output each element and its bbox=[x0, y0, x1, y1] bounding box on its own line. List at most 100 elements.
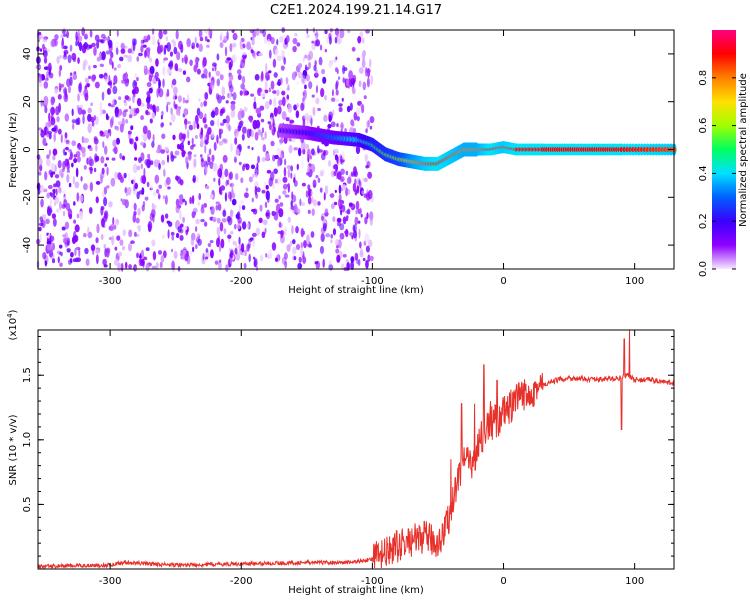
heatmap-cell bbox=[140, 163, 144, 170]
heatmap-cell bbox=[252, 208, 258, 215]
heatmap-cell bbox=[321, 68, 326, 75]
heatmap-cell bbox=[93, 115, 97, 121]
heatmap-cell bbox=[78, 248, 81, 258]
heatmap-cell bbox=[134, 143, 137, 151]
heatmap-cell bbox=[241, 75, 246, 85]
heatmap-cell bbox=[79, 210, 84, 220]
heatmap-cell bbox=[215, 204, 219, 211]
heatmap-cell bbox=[306, 148, 311, 159]
heatmap-cell bbox=[279, 202, 284, 207]
heatmap-cell bbox=[207, 156, 211, 163]
heatmap-cell bbox=[135, 107, 140, 114]
heatmap-cell bbox=[312, 106, 316, 116]
heatmap-cell bbox=[194, 36, 197, 45]
heatmap-cell bbox=[185, 76, 191, 83]
heatmap-cell bbox=[123, 54, 129, 58]
heatmap-cell bbox=[265, 62, 268, 73]
heatmap-cell bbox=[228, 92, 232, 99]
heatmap-cell bbox=[108, 57, 113, 66]
heatmap-cell bbox=[333, 201, 338, 206]
heatmap-cell bbox=[304, 54, 308, 59]
snr-chart: -300 -200 -100 0 100 0.5 1.0 1.5 Height of str… bbox=[6, 309, 675, 596]
heatmap-cell bbox=[44, 171, 48, 181]
heatmap-cell bbox=[307, 184, 311, 191]
heatmap-cell bbox=[95, 144, 98, 152]
heatmap-cell bbox=[226, 30, 229, 41]
heatmap-cell bbox=[73, 158, 78, 164]
heatmap-cell bbox=[295, 226, 299, 234]
heatmap-cell bbox=[261, 127, 265, 134]
heatmap-cell bbox=[254, 73, 260, 81]
heatmap-cell bbox=[301, 159, 304, 170]
heatmap-cell bbox=[281, 90, 286, 96]
heatmap-cell bbox=[87, 107, 92, 114]
heatmap-cell bbox=[184, 99, 189, 104]
heatmap-cell bbox=[124, 77, 129, 87]
heatmap-cell bbox=[206, 130, 210, 141]
heatmap-cell bbox=[354, 189, 358, 196]
heatmap-cell bbox=[352, 230, 357, 239]
heatmap-cell bbox=[132, 41, 136, 52]
heatmap-cell bbox=[355, 107, 361, 116]
heatmap-cell bbox=[156, 88, 159, 98]
heatmap-cell bbox=[297, 147, 302, 157]
heatmap-cell bbox=[134, 182, 139, 190]
heatmap-cell bbox=[103, 243, 107, 249]
heatmap-cell bbox=[180, 43, 184, 54]
heatmap-cell bbox=[332, 216, 336, 223]
heatmap-cell bbox=[194, 226, 198, 232]
heatmap-cell bbox=[350, 77, 356, 85]
heatmap-cell bbox=[231, 42, 237, 48]
heatmap-cell bbox=[119, 123, 124, 133]
heatmap-cell bbox=[370, 75, 374, 86]
heatmap-cell bbox=[220, 32, 224, 37]
heatmap-cell bbox=[200, 154, 203, 158]
heatmap-cell bbox=[233, 53, 238, 62]
heatmap-cell bbox=[364, 216, 368, 225]
y-tick-label: 0 bbox=[22, 146, 33, 152]
heatmap-cell bbox=[151, 140, 155, 148]
heatmap-cell bbox=[293, 104, 298, 111]
heatmap-cell bbox=[55, 105, 60, 116]
heatmap-cell bbox=[56, 56, 60, 64]
heatmap-cell bbox=[95, 254, 99, 265]
heatmap-cell bbox=[291, 194, 297, 203]
heatmap-cell bbox=[322, 222, 327, 232]
heatmap-cell bbox=[262, 93, 266, 98]
heatmap-cell bbox=[198, 192, 202, 201]
heatmap-cell bbox=[77, 93, 80, 102]
heatmap-cell bbox=[257, 129, 262, 136]
heatmap-cell bbox=[336, 123, 339, 128]
heatmap-cell bbox=[231, 187, 234, 198]
heatmap-cell bbox=[38, 73, 42, 84]
heatmap-cell bbox=[64, 221, 70, 230]
heatmap-cell bbox=[174, 104, 178, 110]
heatmap-cell bbox=[71, 162, 74, 168]
heatmap-cell bbox=[40, 198, 44, 208]
heatmap-cell bbox=[250, 129, 254, 138]
heatmap-cell bbox=[127, 54, 133, 63]
heatmap-cell bbox=[78, 144, 83, 151]
heatmap-cell bbox=[257, 155, 260, 164]
heatmap-cell bbox=[48, 108, 51, 112]
heatmap-cell bbox=[147, 51, 150, 59]
heatmap-cell bbox=[168, 62, 173, 68]
heatmap-cell bbox=[222, 118, 227, 124]
heatmap-cell bbox=[151, 112, 156, 120]
heatmap-cell bbox=[127, 243, 133, 252]
heatmap-cell bbox=[268, 87, 272, 93]
heatmap-cell bbox=[104, 212, 108, 218]
heatmap-cell bbox=[364, 67, 368, 77]
heatmap-cell bbox=[144, 256, 148, 261]
heatmap-cell bbox=[44, 106, 48, 114]
heatmap-cell bbox=[147, 153, 151, 159]
heatmap-cell bbox=[366, 212, 369, 220]
heatmap-cell bbox=[311, 94, 315, 98]
heatmap-cell bbox=[42, 37, 48, 43]
heatmap-cell bbox=[367, 171, 373, 179]
heatmap-cell bbox=[354, 252, 359, 261]
heatmap-cell bbox=[65, 146, 69, 151]
heatmap-cell bbox=[101, 167, 105, 175]
heatmap-cell bbox=[145, 247, 150, 252]
